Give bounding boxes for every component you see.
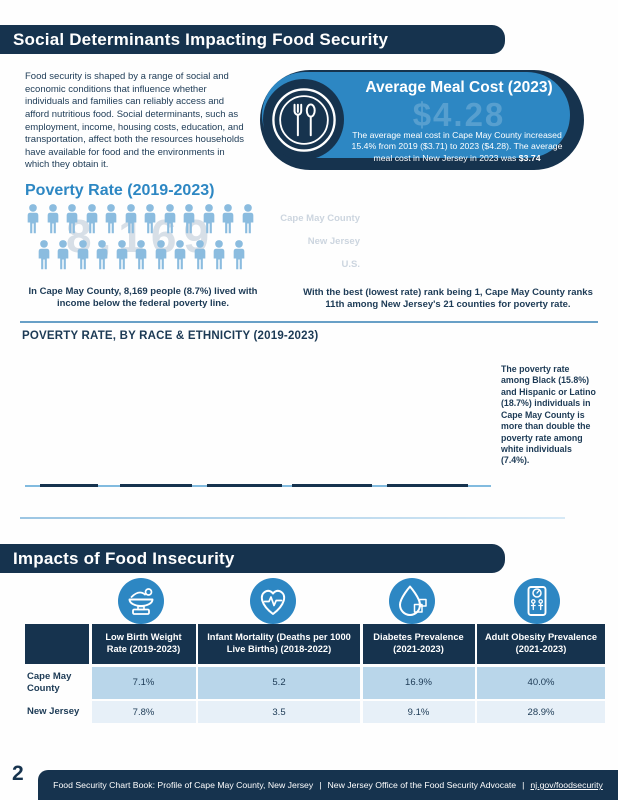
- section-title: Impacts of Food Insecurity: [13, 548, 235, 568]
- person-icon: [174, 240, 186, 270]
- meal-cost-value: $4.28: [412, 96, 506, 133]
- rank-chart-axis-labels: Cape May County New Jersey U.S.: [255, 213, 360, 282]
- person-icon: [194, 240, 205, 270]
- person-icon: [222, 204, 234, 234]
- person-icon: [135, 240, 147, 270]
- table-cell: 16.9%: [362, 666, 475, 699]
- average-meal-cost-callout: Average Meal Cost (2023) $4.28 The avera…: [260, 70, 584, 170]
- section-title: Social Determinants Impacting Food Secur…: [13, 29, 389, 49]
- infant-scale-icon: [118, 578, 164, 624]
- race-chart-baseline: [25, 484, 491, 487]
- axis-segment: [40, 484, 98, 487]
- table-cell: 7.8%: [91, 701, 196, 723]
- table-cell: 40.0%: [477, 666, 605, 699]
- diabetes-droplet-icon: [389, 578, 435, 624]
- person-icon: [125, 204, 136, 234]
- col-header-diabetes: Diabetes Prevalence (2021-2023): [362, 624, 475, 664]
- rank-label-cape-may: Cape May County: [280, 213, 360, 224]
- meal-cost-description: The average meal cost in Cape May County…: [344, 130, 570, 164]
- axis-segment: [292, 484, 372, 487]
- axis-segment: [387, 484, 468, 487]
- person-icon: [144, 204, 156, 234]
- footer-org: New Jersey Office of the Food Security A…: [327, 780, 517, 790]
- person-icon: [38, 240, 49, 270]
- meal-cost-description-text: The average meal cost in Cape May County…: [351, 130, 563, 163]
- rank-caption: With the best (lowest rate) rank being 1…: [303, 287, 593, 311]
- col-header-obesity: Adult Obesity Prevalence (2021-2023): [477, 624, 605, 664]
- col-header-infant-mortality: Infant Mortality (Deaths per 1000 Live B…: [198, 624, 360, 664]
- footer-separator: |: [319, 780, 322, 790]
- fork-spoon-plate-icon: [263, 79, 344, 160]
- person-icon: [242, 204, 253, 234]
- table-cell: 3.5: [198, 701, 360, 723]
- person-icon: [96, 240, 108, 270]
- section-divider: [20, 517, 565, 519]
- footer-book-title: Food Security Chart Book: Profile of Cap…: [53, 780, 314, 790]
- meal-cost-nj-value: $3.74: [518, 152, 541, 163]
- row-label-cape-may: Cape May County: [25, 666, 89, 699]
- axis-segment: [120, 484, 192, 487]
- poverty-caption: In Cape May County, 8,169 people (8.7%) …: [28, 286, 258, 310]
- race-ethnicity-note: The poverty rate among Black (15.8%) and…: [501, 364, 596, 466]
- person-icon: [77, 240, 88, 270]
- table-cell: 9.1%: [362, 701, 475, 723]
- rank-label-us: U.S.: [341, 259, 360, 270]
- page-number: 2: [12, 762, 24, 785]
- person-icon: [27, 204, 39, 234]
- person-icon: [213, 240, 225, 270]
- section-divider: [20, 321, 598, 323]
- person-icon: [47, 204, 58, 234]
- intro-paragraph: Food security is shaped by a range of so…: [25, 71, 244, 171]
- person-icon: [203, 204, 214, 234]
- poverty-pictogram: 8,169: [25, 203, 257, 281]
- footer-bar: Food Security Chart Book: Profile of Cap…: [38, 770, 618, 800]
- person-icon: [233, 240, 244, 270]
- person-icon: [183, 204, 195, 234]
- table-corner-cell: [25, 624, 89, 664]
- person-icon: [57, 240, 69, 270]
- meal-cost-title: Average Meal Cost (2023): [365, 79, 553, 96]
- section-header-social-determinants: Social Determinants Impacting Food Secur…: [0, 25, 505, 54]
- heart-pulse-icon: [250, 578, 296, 624]
- table-cell: 7.1%: [91, 666, 196, 699]
- person-icon: [86, 204, 97, 234]
- race-ethnicity-heading: POVERTY RATE, BY RACE & ETHNICITY (2019-…: [22, 330, 319, 342]
- footer-link[interactable]: nj.gov/foodsecurity: [530, 780, 603, 790]
- col-header-low-birth-weight: Low Birth Weight Rate (2019-2023): [91, 624, 196, 664]
- row-label-new-jersey: New Jersey: [25, 701, 89, 723]
- axis-segment: [207, 484, 282, 487]
- poverty-rate-heading: Poverty Rate (2019-2023): [25, 182, 215, 199]
- section-header-impacts: Impacts of Food Insecurity: [0, 544, 505, 573]
- person-icon: [66, 204, 78, 234]
- person-icon: [155, 240, 166, 270]
- table-cell: 5.2: [198, 666, 360, 699]
- pictogram-row-1: [25, 203, 257, 235]
- weight-scale-icon: [514, 578, 560, 624]
- table-cell: 28.9%: [477, 701, 605, 723]
- pictogram-row-2: [25, 239, 257, 271]
- person-icon: [116, 240, 127, 270]
- rank-label-new-jersey: New Jersey: [307, 236, 360, 247]
- person-icon: [105, 204, 117, 234]
- impacts-table: Low Birth Weight Rate (2019-2023) Infant…: [25, 624, 605, 723]
- person-icon: [164, 204, 175, 234]
- footer-separator: |: [522, 780, 525, 790]
